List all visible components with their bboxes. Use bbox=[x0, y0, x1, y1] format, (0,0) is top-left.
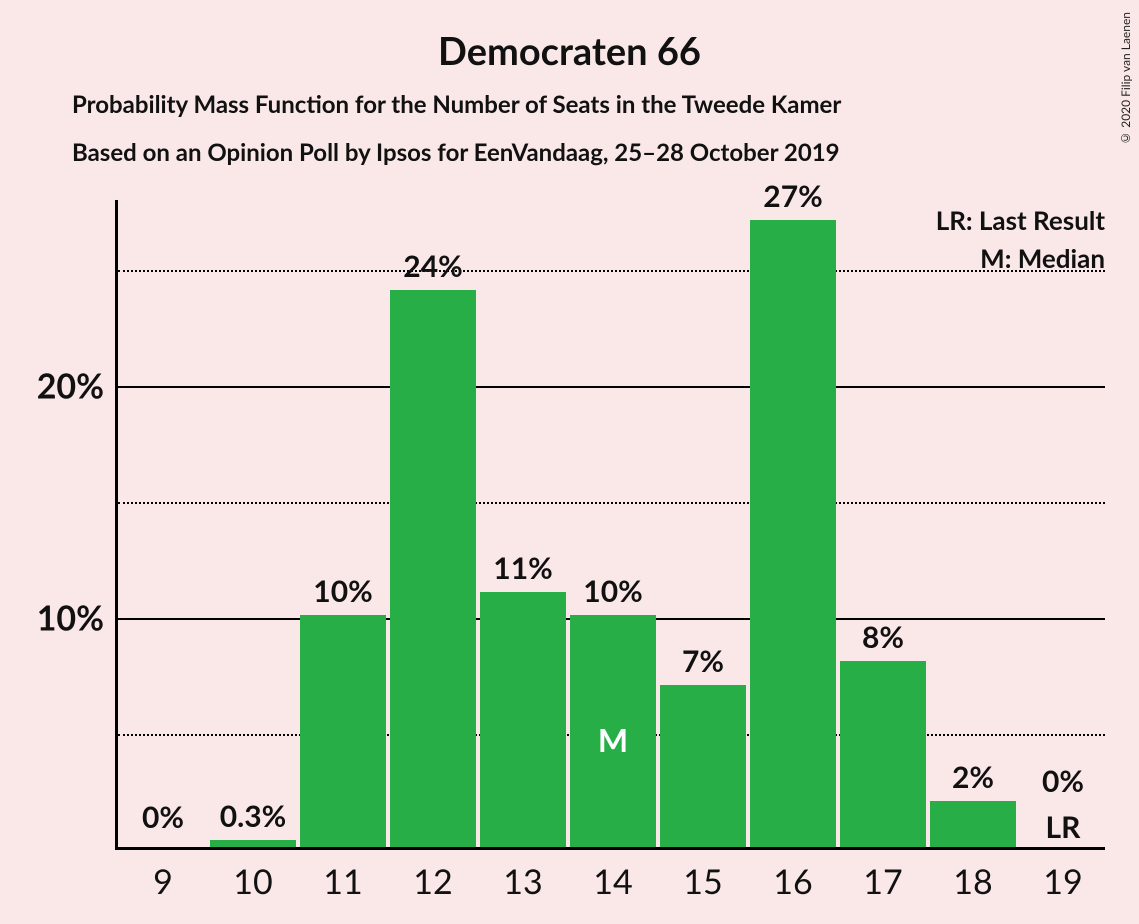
bar: 10% bbox=[300, 615, 386, 847]
bar-value-label: 0% bbox=[142, 799, 184, 841]
x-tick-label: 11 bbox=[323, 847, 362, 902]
bar-value-label: 10% bbox=[583, 573, 642, 615]
x-tick-label: 17 bbox=[863, 847, 902, 902]
x-tick-label: 12 bbox=[413, 847, 452, 902]
x-tick-label: 19 bbox=[1043, 847, 1082, 902]
bar: 27% bbox=[750, 220, 836, 847]
bar: 0.3% bbox=[210, 840, 296, 847]
x-tick-label: 9 bbox=[153, 847, 173, 902]
x-tick-label: 14 bbox=[593, 847, 632, 902]
chart-subtitle-2: Based on an Opinion Poll by Ipsos for Ee… bbox=[72, 138, 840, 167]
chart-container: Democraten 66 Probability Mass Function … bbox=[0, 0, 1139, 924]
bar-value-label: 8% bbox=[862, 619, 904, 661]
bar: 11% bbox=[480, 592, 566, 847]
copyright-text: © 2020 Filip van Laenen bbox=[1118, 12, 1133, 146]
legend-line: M: Median bbox=[936, 242, 1105, 274]
bar: 24% bbox=[390, 290, 476, 847]
chart-title: Democraten 66 bbox=[0, 28, 1139, 74]
bar-value-label: 7% bbox=[682, 643, 724, 685]
plot-area: 10%20%9101112131415161718190%0.3%10%24%1… bbox=[115, 200, 1105, 850]
last-result-marker: LR bbox=[1046, 809, 1081, 845]
bar: 2% bbox=[930, 801, 1016, 847]
bar-value-label: 11% bbox=[493, 550, 552, 592]
bar-value-label: 24% bbox=[403, 248, 462, 290]
legend-line: LR: Last Result bbox=[936, 204, 1105, 236]
chart-subtitle-1: Probability Mass Function for the Number… bbox=[72, 90, 841, 119]
bar: 7% bbox=[660, 685, 746, 848]
bar-value-label: 27% bbox=[763, 178, 822, 220]
x-tick-label: 10 bbox=[233, 847, 272, 902]
bar-value-label: 0.3% bbox=[220, 798, 287, 840]
bar: 8% bbox=[840, 661, 926, 847]
median-marker: M bbox=[598, 720, 628, 759]
gridline-minor bbox=[118, 502, 1105, 504]
y-tick-label: 10% bbox=[37, 597, 118, 638]
x-tick-label: 13 bbox=[503, 847, 542, 902]
x-tick-label: 16 bbox=[773, 847, 812, 902]
bar-value-label: 0% bbox=[1042, 763, 1084, 805]
x-tick-label: 18 bbox=[953, 847, 992, 902]
bar-value-label: 10% bbox=[313, 573, 372, 615]
bar: 10%M bbox=[570, 615, 656, 847]
bar-value-label: 2% bbox=[952, 759, 994, 801]
legend: LR: Last Result M: Median bbox=[936, 204, 1105, 280]
x-tick-label: 15 bbox=[683, 847, 722, 902]
y-tick-label: 20% bbox=[37, 365, 118, 406]
gridline-major bbox=[118, 386, 1105, 388]
